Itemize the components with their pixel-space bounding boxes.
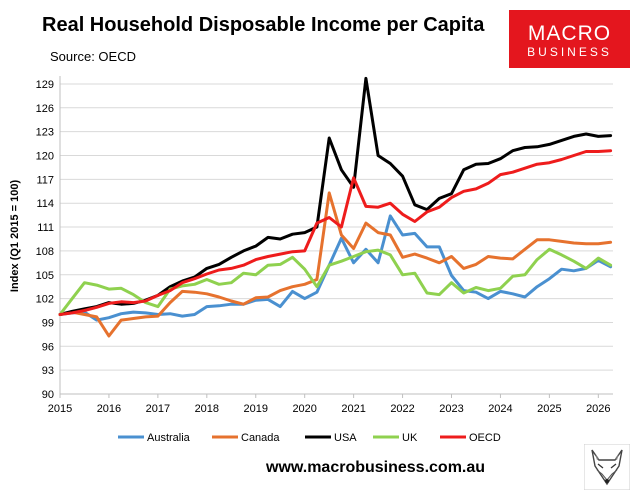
series-line-usa bbox=[58, 76, 613, 316]
y-tick-label: 96 bbox=[42, 341, 54, 353]
x-tick-label: 2015 bbox=[48, 403, 72, 415]
y-tick-label: 126 bbox=[36, 103, 54, 115]
series-line-oecd bbox=[58, 149, 613, 316]
legend-label-uk: UK bbox=[402, 432, 418, 444]
y-tick-label: 108 bbox=[36, 246, 54, 258]
legend: Australia Canada USA UK OECD bbox=[118, 432, 501, 444]
gridlines bbox=[60, 83, 613, 395]
axes bbox=[59, 76, 613, 398]
x-tick-label: 2025 bbox=[537, 403, 561, 415]
x-tick-label: 2026 bbox=[586, 403, 610, 415]
x-tick-label: 2020 bbox=[292, 403, 316, 415]
y-tick-label: 117 bbox=[36, 174, 54, 186]
macro-business-logo: MACRO BUSINESS bbox=[509, 10, 630, 68]
chart-source: Source: OECD bbox=[50, 49, 136, 64]
series-line-uk bbox=[58, 247, 613, 316]
fox-icon bbox=[584, 444, 630, 490]
series-line-australia bbox=[58, 214, 613, 322]
y-tick-label: 120 bbox=[36, 151, 54, 163]
legend-label-australia: Australia bbox=[147, 432, 191, 444]
y-tick-label: 99 bbox=[42, 317, 54, 329]
y-tick-label: 114 bbox=[36, 198, 54, 210]
footer-url: www.macrobusiness.com.au bbox=[266, 459, 486, 476]
x-tick-label: 2019 bbox=[244, 403, 268, 415]
x-tick-labels: 2015 2016 2017 2018 2019 2020 2021 2022 2023 2024… bbox=[48, 403, 611, 415]
chart-title: Real Household Disposable Income per Cap… bbox=[42, 14, 485, 36]
x-tick-label: 2017 bbox=[146, 403, 170, 415]
logo-line-1: MACRO bbox=[527, 22, 612, 45]
series-lines bbox=[58, 76, 613, 338]
legend-label-usa: USA bbox=[334, 432, 357, 444]
logo-line-2: BUSINESS bbox=[527, 45, 612, 59]
y-tick-label: 111 bbox=[37, 222, 54, 234]
y-tick-label: 90 bbox=[42, 389, 54, 401]
y-tick-label: 123 bbox=[36, 127, 54, 139]
y-axis-label: Index (Q1 2015 = 100) bbox=[9, 180, 21, 293]
y-tick-label: 105 bbox=[36, 270, 54, 282]
legend-label-canada: Canada bbox=[241, 432, 280, 444]
y-tick-label: 93 bbox=[42, 365, 54, 377]
x-tick-label: 2018 bbox=[195, 403, 219, 415]
x-tick-label: 2016 bbox=[97, 403, 121, 415]
legend-label-oecd: OECD bbox=[469, 432, 501, 444]
series-line-canada bbox=[58, 191, 613, 338]
y-tick-labels: 90 93 96 99 102 105 108 111 114 117 120 123 126 129 bbox=[36, 79, 54, 401]
x-tick-label: 2021 bbox=[341, 403, 365, 415]
x-tick-label: 2024 bbox=[488, 403, 512, 415]
y-tick-label: 102 bbox=[36, 294, 54, 306]
x-tick-label: 2022 bbox=[390, 403, 414, 415]
x-tick-label: 2023 bbox=[439, 403, 463, 415]
y-tick-label: 129 bbox=[36, 79, 54, 91]
